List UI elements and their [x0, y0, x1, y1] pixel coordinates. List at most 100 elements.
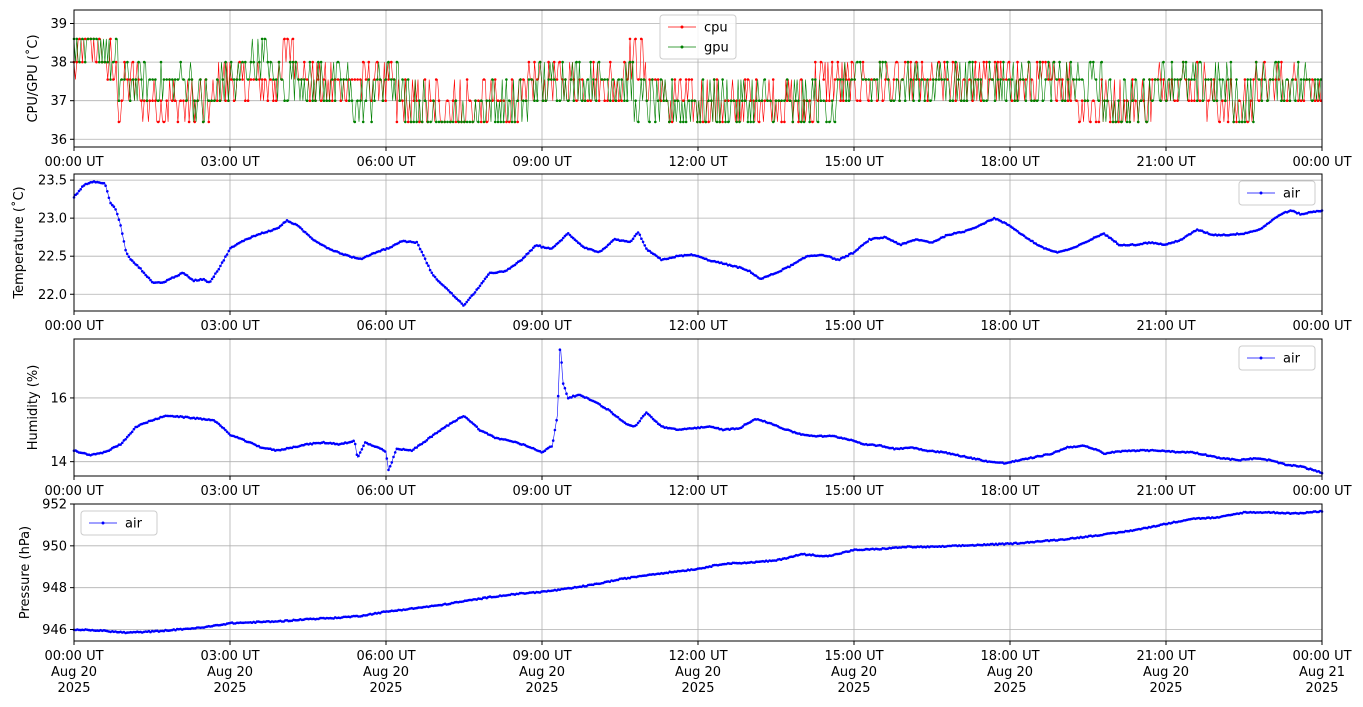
data-point — [420, 120, 424, 124]
x-tick-label: 21:00 UT — [1136, 484, 1195, 499]
data-point — [825, 120, 828, 124]
data-point — [654, 120, 657, 124]
data-point — [1117, 99, 1120, 102]
data-point — [788, 265, 791, 269]
data-point — [1114, 240, 1117, 243]
x-tick-label: 09:00 UT — [512, 155, 571, 170]
data-point — [479, 99, 483, 102]
x-tick-label: 00:00 UT — [44, 155, 103, 170]
data-point — [137, 60, 140, 64]
data-point — [381, 99, 385, 102]
data-point — [682, 99, 685, 102]
data-point — [578, 60, 581, 64]
data-point — [249, 60, 253, 64]
data-point — [578, 242, 582, 246]
data-point — [920, 78, 924, 81]
x-tick-label: 18:00 UT — [980, 155, 1039, 170]
data-point — [224, 428, 227, 432]
data-point — [423, 99, 427, 102]
subplot-1: 36 37 38 39 00:00 UT 03:00 UT 06:00 UT 09:00 UT… — [25, 9, 1352, 170]
data-point — [704, 120, 708, 124]
legend-swatch-marker — [101, 521, 105, 525]
data-point — [179, 99, 182, 102]
data-point — [291, 37, 295, 41]
data-point — [690, 78, 694, 81]
data-point — [1058, 60, 1061, 64]
data-point — [1235, 120, 1238, 124]
legend-box — [1238, 345, 1316, 371]
data-point — [1156, 78, 1160, 81]
data-point — [395, 60, 399, 64]
data-point — [460, 120, 463, 124]
x-tick-label: 00:00 UT — [1292, 155, 1351, 170]
data-point — [710, 99, 713, 102]
data-point — [555, 78, 559, 81]
data-point — [1066, 78, 1070, 81]
data-point — [218, 99, 222, 102]
data-point — [345, 99, 348, 102]
data-point — [808, 99, 811, 102]
data-point — [1198, 60, 1202, 64]
data-point — [299, 226, 302, 229]
data-point — [648, 120, 651, 124]
data-point — [858, 246, 861, 249]
x-tick-label: 12:00 UT — [668, 484, 727, 499]
data-point — [142, 271, 146, 275]
data-point — [951, 60, 955, 64]
data-point — [912, 99, 915, 102]
data-point — [1162, 78, 1165, 81]
data-point — [252, 60, 255, 64]
data-point — [673, 78, 677, 81]
data-point — [572, 99, 576, 102]
data-point — [822, 99, 825, 102]
data-point — [555, 99, 559, 102]
data-point — [449, 120, 452, 124]
x-tick-year: 2025 — [57, 681, 90, 696]
data-point — [1257, 78, 1261, 81]
data-point — [794, 99, 797, 102]
data-point — [520, 258, 523, 262]
data-point — [339, 99, 343, 102]
data-point — [616, 416, 620, 419]
x-tick-label: 03:00 UT — [200, 319, 259, 334]
data-point — [519, 78, 522, 81]
data-point — [634, 37, 637, 41]
data-point — [915, 78, 918, 81]
data-point — [1243, 78, 1247, 81]
data-point — [392, 78, 396, 81]
data-point — [185, 274, 189, 277]
data-point — [154, 78, 157, 81]
data-point — [182, 99, 185, 102]
data-point — [635, 232, 638, 236]
data-point — [392, 455, 395, 459]
data-point — [387, 60, 390, 64]
data-point — [1061, 78, 1064, 81]
y-tick-label: 948 — [42, 581, 67, 596]
data-point — [842, 99, 845, 102]
data-point — [294, 60, 298, 64]
data-point — [1069, 60, 1073, 64]
data-point — [305, 99, 309, 102]
data-point — [1016, 229, 1019, 233]
data-point — [485, 275, 489, 279]
data-point — [715, 78, 719, 81]
data-point — [507, 120, 511, 124]
data-point — [244, 60, 247, 64]
y-axis-label: Humidity (%) — [26, 365, 41, 451]
data-point — [1092, 60, 1095, 64]
data-point — [887, 78, 890, 81]
data-point — [853, 78, 856, 81]
data-point — [470, 421, 474, 424]
data-point — [797, 99, 800, 102]
data-point — [1041, 99, 1045, 102]
y-tick-label: 38 — [50, 56, 67, 71]
data-point — [738, 120, 741, 124]
data-point — [1016, 60, 1019, 64]
data-point — [603, 99, 606, 102]
data-point — [811, 120, 814, 124]
data-point — [140, 269, 144, 273]
data-point — [1302, 99, 1306, 102]
data-point — [106, 78, 109, 81]
